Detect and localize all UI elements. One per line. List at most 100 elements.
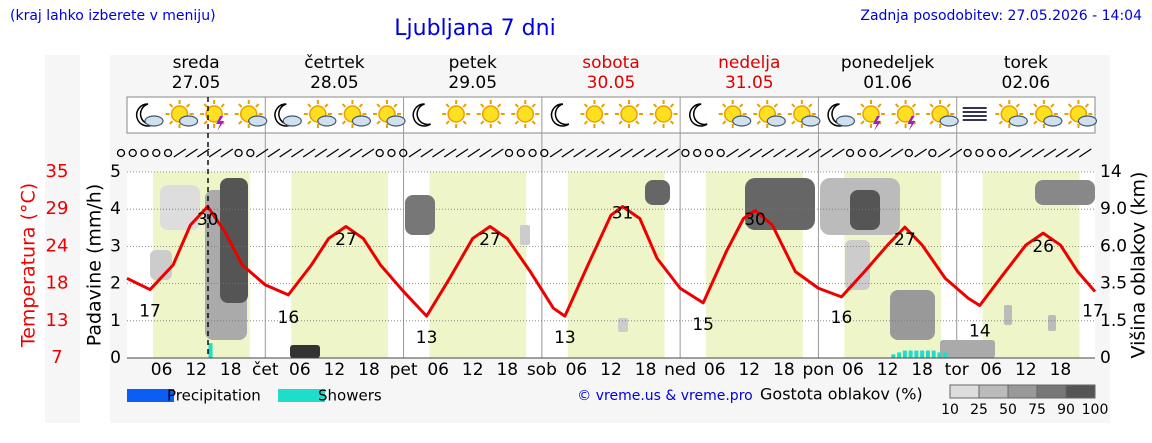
calm — [963, 148, 972, 158]
left-strip — [45, 55, 80, 423]
barb — [585, 148, 598, 158]
cloud-legend-tick: 10 — [941, 402, 959, 418]
calm — [387, 148, 396, 158]
x-tick-label: 06 — [151, 360, 173, 380]
barb — [338, 148, 351, 158]
sun-ray — [531, 103, 536, 108]
barb — [796, 148, 810, 158]
x-tick-label: 06 — [427, 360, 449, 380]
x-tick-label: 12 — [877, 360, 899, 380]
x-tick-label: 12 — [738, 360, 760, 380]
barb — [667, 148, 681, 158]
sun-ray — [583, 103, 589, 108]
calm — [975, 148, 984, 158]
calm — [693, 148, 702, 158]
temp-tick-label: 24 — [46, 235, 69, 256]
x-tick-label: 18 — [496, 360, 518, 380]
sun-ray — [998, 103, 1003, 108]
day-date: 01.06 — [863, 73, 912, 93]
x-tick-label: 06 — [980, 360, 1002, 380]
sun-ray — [860, 120, 865, 125]
calm — [116, 148, 126, 158]
cloud — [1077, 115, 1098, 127]
cloud — [317, 115, 337, 127]
sun-ray — [600, 103, 606, 108]
cloud-legend-tick: 50 — [999, 402, 1017, 418]
sun-ray — [618, 103, 623, 108]
calm — [857, 148, 866, 158]
sun-ray — [531, 120, 536, 125]
cloud-density — [150, 178, 1095, 358]
day-date: 31.05 — [725, 73, 774, 93]
barb — [1043, 148, 1057, 158]
y-tick-label: 2 — [110, 274, 121, 294]
cloud-legend-tick: 25 — [970, 402, 988, 418]
barb — [596, 148, 610, 158]
x-tick-label: pon — [802, 360, 834, 380]
sun-ray — [1033, 120, 1038, 125]
barb — [1008, 148, 1022, 158]
sun-ray — [168, 120, 174, 125]
calm — [540, 148, 549, 158]
sun-ray — [894, 103, 900, 108]
barb — [632, 148, 645, 158]
sun-ray — [583, 120, 589, 125]
day-name: nedelja — [718, 53, 780, 73]
sun-ray — [462, 103, 467, 108]
temp-extreme-label: 31 — [612, 204, 634, 224]
x-tick-label: 12 — [600, 360, 622, 380]
credit: © vreme.us & vreme.pro — [577, 388, 752, 404]
day-name: torek — [1004, 53, 1048, 73]
chart-title: Ljubljana 7 dni — [394, 16, 555, 41]
grid — [127, 171, 1095, 322]
barb — [831, 148, 845, 158]
barb — [408, 148, 422, 158]
y-tick-label: 1 — [110, 311, 121, 331]
barb — [196, 148, 210, 158]
calm — [246, 148, 255, 158]
sun-ray — [203, 120, 208, 125]
temp-tick-label: 35 — [46, 161, 69, 182]
sun-ray — [1033, 103, 1038, 108]
sun-ray — [635, 120, 640, 125]
sun-ray — [497, 120, 502, 125]
bar — [908, 350, 913, 358]
sun-ray — [911, 103, 917, 108]
sun-ray — [480, 103, 485, 108]
barb — [1067, 148, 1080, 158]
sun-ray — [722, 103, 727, 108]
barb — [949, 148, 963, 158]
sun-ray — [929, 120, 934, 125]
cloud — [801, 115, 821, 127]
calm — [904, 148, 914, 158]
sun-ray — [652, 103, 658, 108]
calm — [375, 148, 384, 158]
barb — [490, 148, 504, 158]
sun-ray — [877, 103, 882, 108]
bar — [943, 352, 948, 358]
barb — [173, 148, 187, 158]
sun-ray — [445, 103, 450, 108]
cloud-legend-tick: 100 — [1082, 402, 1109, 418]
sun-ray — [1050, 103, 1055, 108]
barb — [420, 148, 434, 158]
barb — [314, 148, 328, 158]
barb — [255, 148, 269, 158]
bar — [925, 350, 930, 358]
calm — [140, 148, 149, 158]
x-tick-label: 18 — [220, 360, 242, 380]
barb — [561, 148, 575, 158]
sun-ray — [1084, 103, 1090, 108]
barb — [608, 148, 622, 158]
y2-tick-label: 0 — [1100, 348, 1111, 368]
temp-extreme-label: 30 — [197, 210, 219, 230]
sun-ray — [860, 103, 865, 108]
sun-ray — [652, 120, 658, 125]
temperature-line — [126, 205, 1097, 318]
moon — [412, 103, 432, 127]
sun-ray — [756, 120, 761, 125]
temp-extreme-label: 30 — [744, 210, 766, 230]
x-tick-label: 06 — [566, 360, 588, 380]
sun-ray — [480, 120, 485, 125]
